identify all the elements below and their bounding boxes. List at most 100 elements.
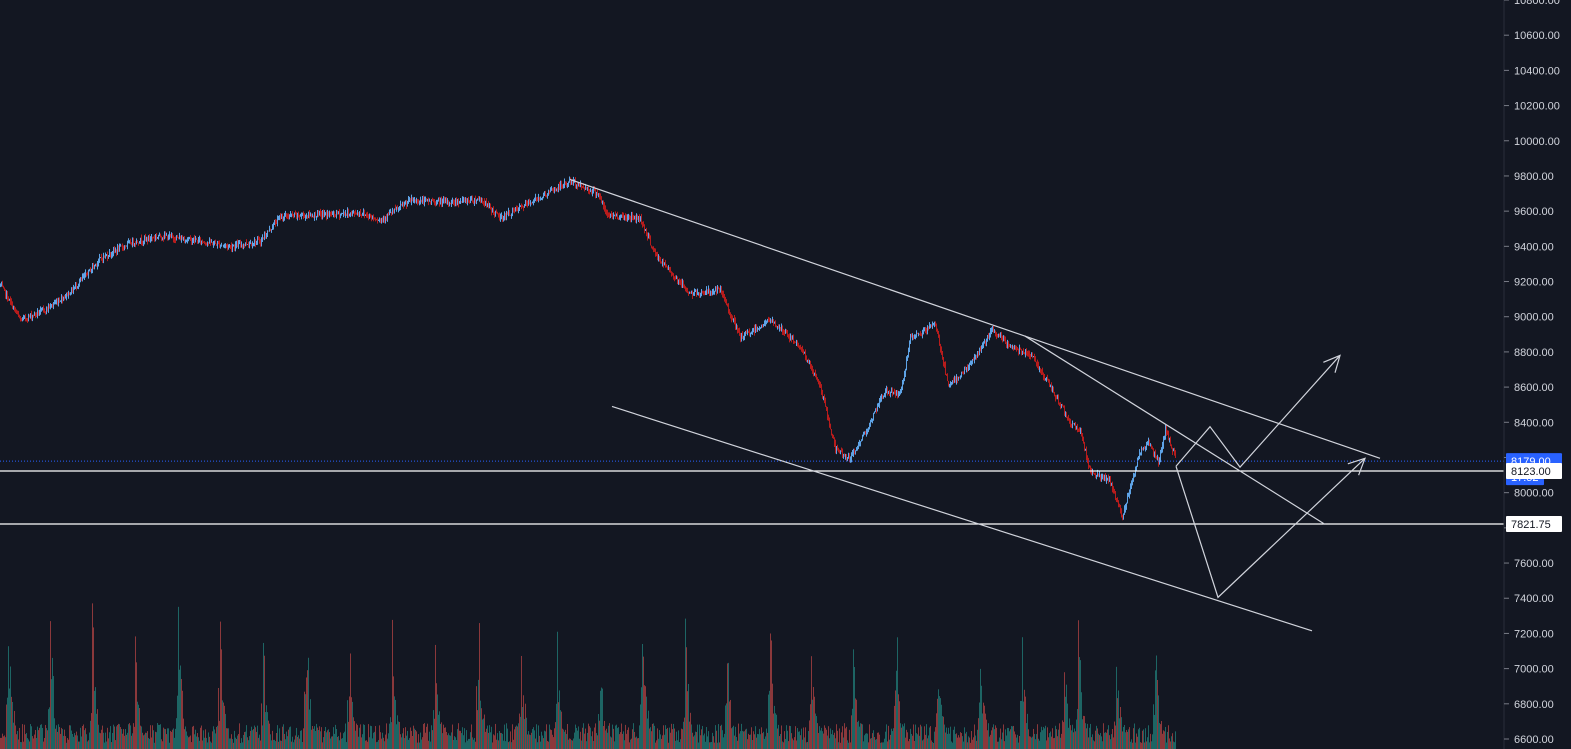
volume-bar xyxy=(1101,736,1102,749)
drawing-layer[interactable] xyxy=(569,178,1381,632)
volume-bar xyxy=(1145,728,1146,749)
volume-bar xyxy=(562,728,563,749)
channel-lower-line[interactable] xyxy=(611,405,1313,632)
volume-bar xyxy=(858,720,859,749)
volume-bar xyxy=(223,702,224,749)
volume-bar xyxy=(507,728,508,749)
projection-down-arrowhead[interactable] xyxy=(1347,457,1367,476)
volume-bar xyxy=(760,734,761,749)
volume-bar xyxy=(1003,724,1004,749)
volume-bar xyxy=(246,725,247,749)
volume-bar xyxy=(343,733,344,749)
volume-bar xyxy=(476,686,477,749)
volume-bar xyxy=(3,736,4,749)
volume-bar xyxy=(57,731,58,749)
channel-upper-line[interactable] xyxy=(569,178,1381,459)
volume-bar xyxy=(233,742,234,749)
volume-bar xyxy=(668,742,669,749)
volume-bar xyxy=(200,727,201,749)
volume-bar xyxy=(1001,739,1002,749)
volume-bar xyxy=(801,728,802,749)
volume-bar xyxy=(115,740,116,749)
volume-bar xyxy=(53,676,54,749)
volume-bar xyxy=(61,727,62,749)
volume-bar xyxy=(487,725,488,749)
volume-bar xyxy=(426,726,427,749)
volume-bar xyxy=(206,737,207,749)
volume-bar xyxy=(646,696,647,749)
volume-bar xyxy=(214,729,215,749)
volume-bar xyxy=(217,725,218,749)
volume-bar xyxy=(253,729,254,749)
volume-bar xyxy=(119,724,120,749)
volume-bar xyxy=(851,715,852,749)
volume-bar xyxy=(90,720,91,749)
volume-bar xyxy=(790,726,791,749)
volume-bar xyxy=(1031,737,1032,749)
y-tick-label: 8800.00 xyxy=(1514,347,1554,359)
volume-bar xyxy=(1019,735,1020,749)
volume-bar xyxy=(1,737,2,749)
volume-bar xyxy=(759,728,760,749)
volume-bar xyxy=(270,734,271,749)
volume-bar xyxy=(47,730,48,749)
volume-bar xyxy=(275,741,276,749)
volume-bar xyxy=(744,731,745,749)
volume-bar xyxy=(250,730,251,749)
volume-bar xyxy=(59,727,60,749)
volume-bar xyxy=(973,737,974,749)
volume-bar xyxy=(898,694,899,749)
inner-trend-line[interactable] xyxy=(1024,335,1326,525)
volume-bar xyxy=(380,732,381,749)
volume-bar xyxy=(469,738,470,749)
volume-bar xyxy=(1099,735,1100,749)
volume-bar xyxy=(6,704,7,749)
volume-bar xyxy=(266,705,267,749)
volume-bar xyxy=(777,728,778,749)
projection-up-path[interactable] xyxy=(1175,355,1341,469)
volume-bar xyxy=(629,742,630,749)
volume-bar xyxy=(127,732,128,749)
volume-bar xyxy=(647,718,648,749)
volume-bar xyxy=(444,727,445,749)
volume-bar xyxy=(951,741,952,749)
volume-bar xyxy=(1027,713,1028,749)
volume-bar xyxy=(1084,716,1085,749)
volume-bar xyxy=(908,741,909,749)
volume-bar xyxy=(361,737,362,749)
volume-bar xyxy=(422,737,423,749)
volume-bar xyxy=(626,733,627,749)
volume-bar xyxy=(909,738,910,749)
volume-bar xyxy=(513,739,514,749)
volume-bar xyxy=(672,729,673,749)
volume-bar xyxy=(408,739,409,749)
volume-bar xyxy=(659,730,660,749)
price-axis[interactable]: 10800.00 10600.00 10400.00 10200.00 10000.00… xyxy=(1503,0,1560,749)
volume-bar xyxy=(960,732,961,749)
volume-bar xyxy=(803,727,804,749)
volume-bar xyxy=(492,742,493,749)
volume-bar xyxy=(843,737,844,749)
volume-bar xyxy=(586,741,587,749)
volume-bar xyxy=(329,732,330,749)
volume-bar xyxy=(599,720,600,749)
volume-bar xyxy=(601,687,602,749)
projection-up-arrowhead[interactable] xyxy=(1323,354,1341,373)
volume-bar xyxy=(753,731,754,749)
volume-bar xyxy=(819,726,820,749)
projection-down-path[interactable] xyxy=(1175,457,1366,599)
volume-bar xyxy=(724,733,725,749)
volume-bar xyxy=(676,731,677,749)
volume-bar xyxy=(739,733,740,749)
volume-bar xyxy=(45,724,46,749)
volume-bar xyxy=(725,705,726,749)
volume-bar xyxy=(1012,726,1013,749)
volume-bar xyxy=(900,723,901,749)
volume-bar xyxy=(65,736,66,749)
volume-bar xyxy=(331,736,332,749)
volume-bar xyxy=(296,727,297,749)
y-tick-label: 8600.00 xyxy=(1514,382,1554,394)
volume-bar xyxy=(238,733,239,749)
volume-bar xyxy=(410,727,411,749)
